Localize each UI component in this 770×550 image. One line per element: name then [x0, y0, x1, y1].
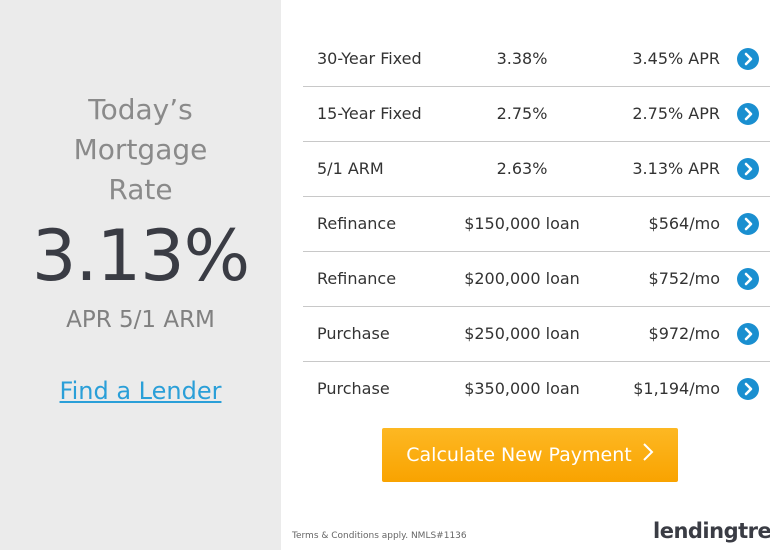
loan-amount: $150,000 loan: [464, 214, 580, 233]
rate-row[interactable]: Refinance $200,000 loan $752/mo: [303, 252, 770, 307]
rate-product: Refinance: [317, 214, 397, 233]
rate-apr: 3.13% APR: [632, 159, 720, 178]
rate-row[interactable]: Refinance $150,000 loan $564/mo: [303, 197, 770, 252]
chevron-right-icon: [642, 429, 654, 483]
loan-amount: $200,000 loan: [464, 269, 580, 288]
lendingtree-logo: lendingtree®: [653, 519, 770, 543]
chevron-right-circle-icon[interactable]: [737, 103, 759, 125]
rate-value: 3.38%: [496, 49, 548, 68]
featured-rate: 3.13%: [31, 215, 250, 297]
chevron-right-circle-icon[interactable]: [737, 48, 759, 70]
find-lender-link[interactable]: Find a Lender: [59, 377, 222, 405]
monthly-payment: $1,194/mo: [633, 379, 720, 398]
rates-table: 30-Year Fixed 3.38% 3.45% APR 15-Year Fi…: [303, 32, 770, 416]
rate-summary-panel: Today’s Mortgage Rate 3.13% APR 5/1 ARM …: [0, 0, 281, 550]
rate-row[interactable]: 30-Year Fixed 3.38% 3.45% APR: [303, 32, 770, 87]
logo-text: lendingtree: [653, 519, 770, 543]
chevron-right-circle-icon[interactable]: [737, 323, 759, 345]
heading-line-2: Mortgage: [73, 133, 208, 166]
rate-product: Refinance: [317, 269, 397, 288]
chevron-right-circle-icon[interactable]: [737, 378, 759, 400]
loan-amount: $350,000 loan: [464, 379, 580, 398]
chevron-right-circle-icon[interactable]: [737, 158, 759, 180]
terms-conditions[interactable]: Terms & Conditions apply. NMLS#1136: [292, 531, 467, 541]
rate-product: 15-Year Fixed: [317, 104, 422, 123]
loan-amount: $250,000 loan: [464, 324, 580, 343]
rate-apr: 2.75% APR: [632, 104, 720, 123]
heading-line-1: Today’s: [88, 93, 193, 126]
rate-product: Purchase: [317, 324, 390, 343]
rate-product: 30-Year Fixed: [317, 49, 422, 68]
calculate-button-label: Calculate New Payment: [406, 444, 632, 466]
rate-row[interactable]: Purchase $350,000 loan $1,194/mo: [303, 362, 770, 416]
rate-product: Purchase: [317, 379, 390, 398]
monthly-payment: $564/mo: [648, 214, 720, 233]
monthly-payment: $752/mo: [648, 269, 720, 288]
chevron-right-circle-icon[interactable]: [737, 213, 759, 235]
rate-value: 2.63%: [496, 159, 548, 178]
rate-apr: 3.45% APR: [632, 49, 720, 68]
chevron-right-circle-icon[interactable]: [737, 268, 759, 290]
rate-row[interactable]: 15-Year Fixed 2.75% 2.75% APR: [303, 87, 770, 142]
heading-line-3: Rate: [108, 173, 173, 206]
monthly-payment: $972/mo: [648, 324, 720, 343]
rate-row[interactable]: Purchase $250,000 loan $972/mo: [303, 307, 770, 362]
rate-row[interactable]: 5/1 ARM 2.63% 3.13% APR: [303, 142, 770, 197]
calculate-new-payment-button[interactable]: Calculate New Payment: [382, 428, 678, 482]
featured-rate-label: APR 5/1 ARM: [66, 307, 215, 333]
rate-product: 5/1 ARM: [317, 159, 384, 178]
rate-value: 2.75%: [496, 104, 548, 123]
